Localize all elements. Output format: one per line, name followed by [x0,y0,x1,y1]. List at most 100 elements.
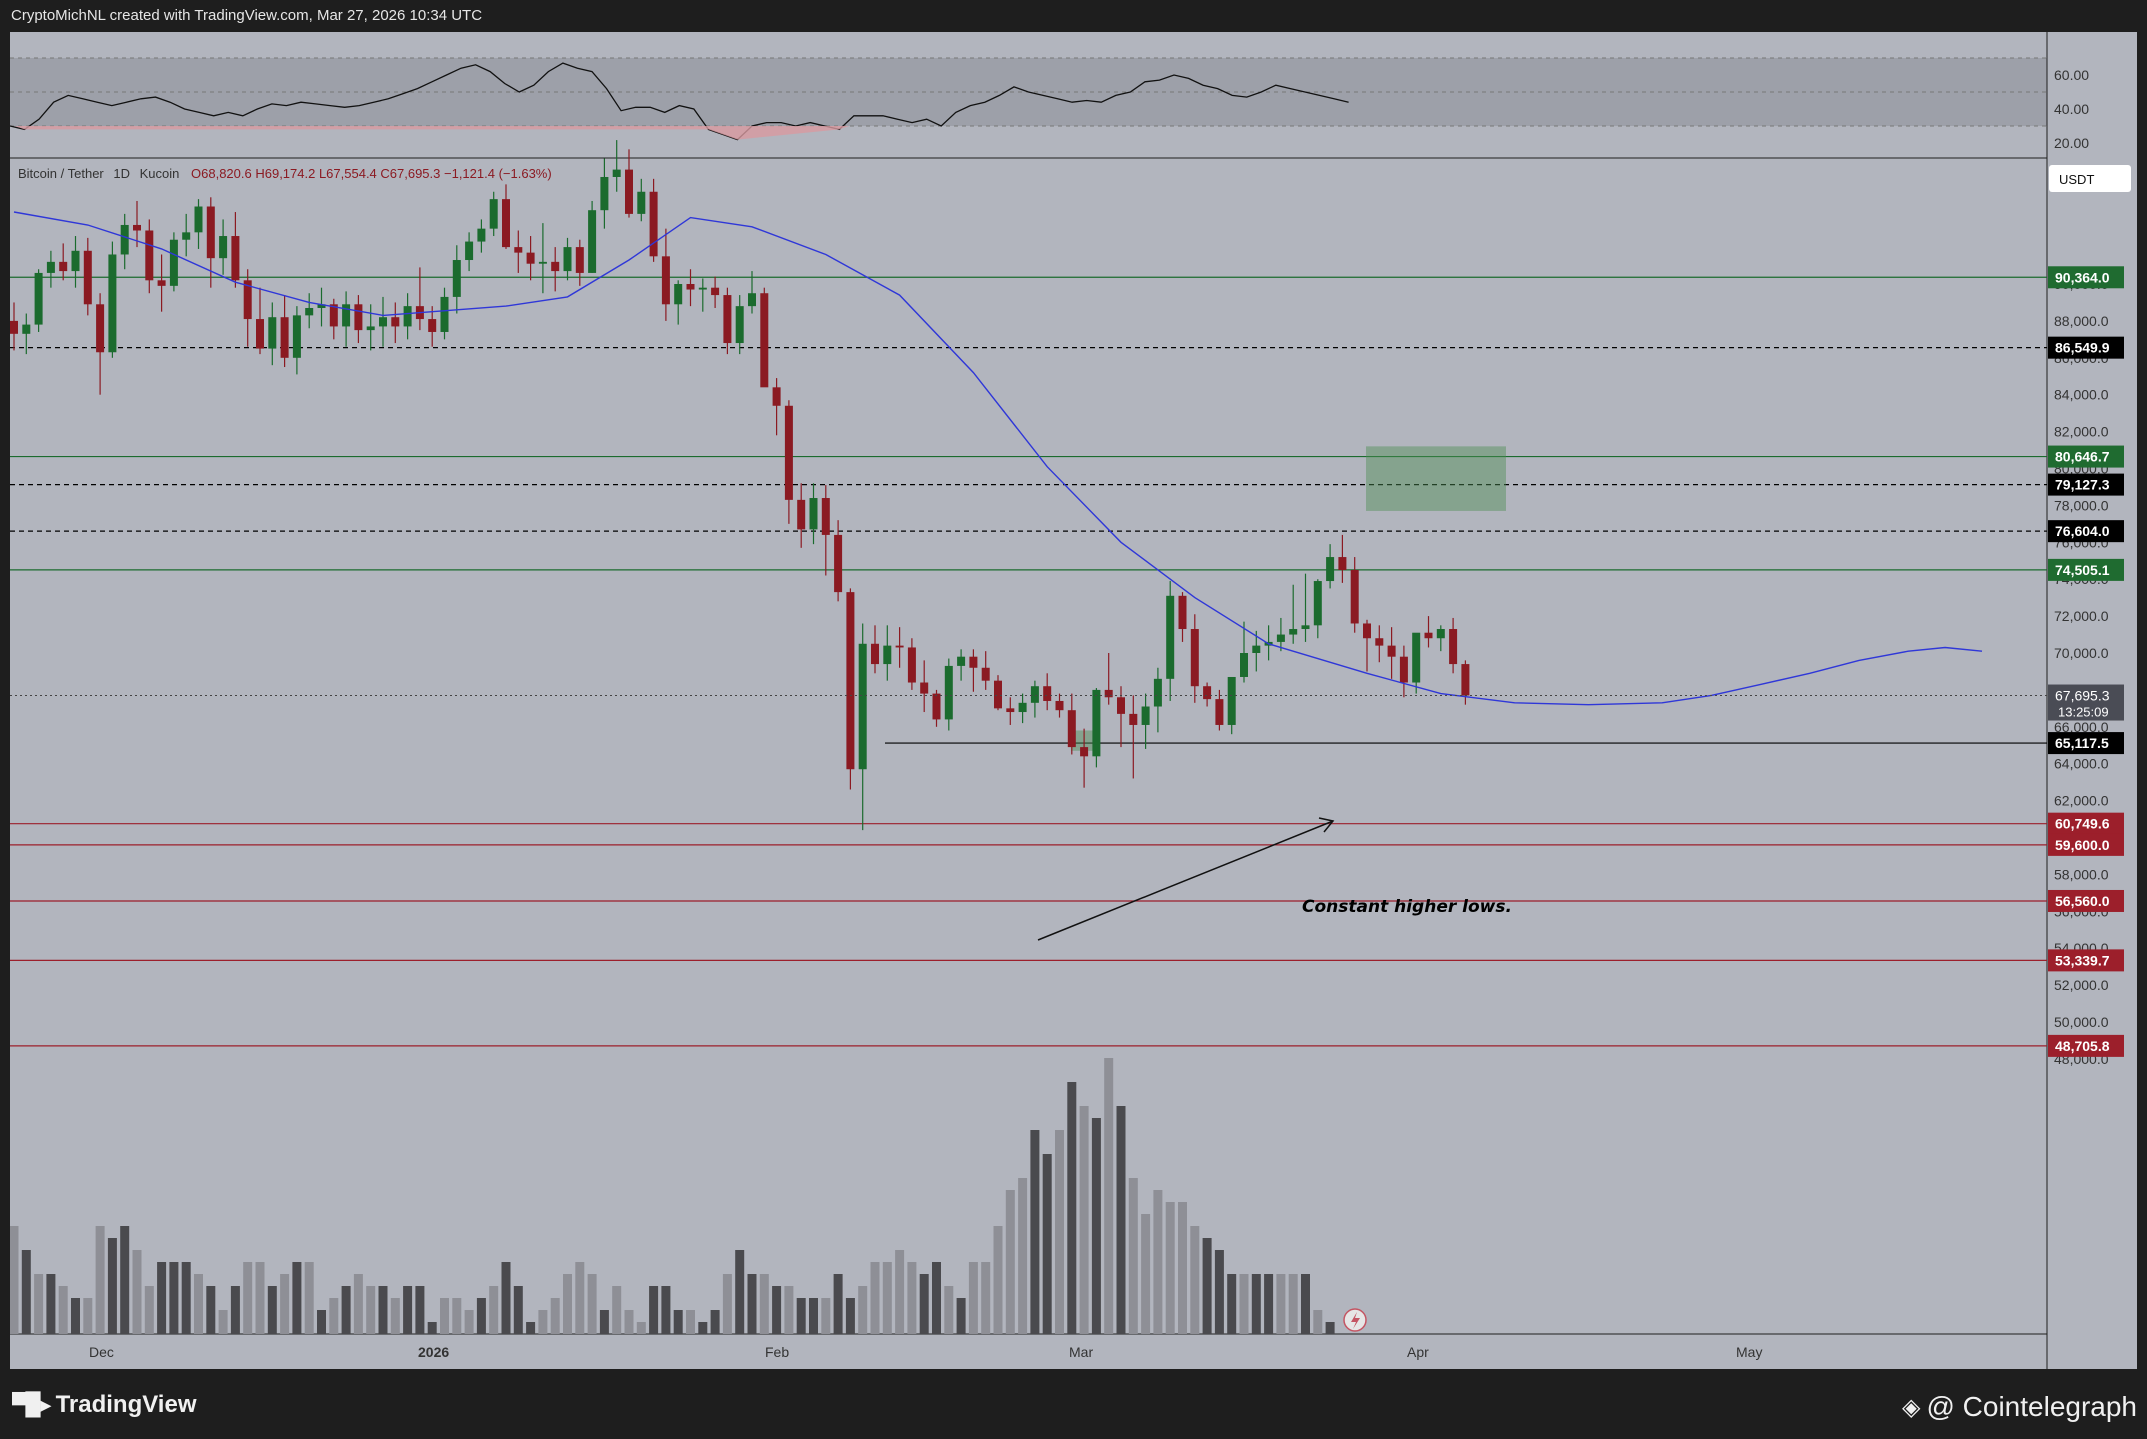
volume-bar-48 [599,1310,609,1334]
candle-body-74 [920,682,929,694]
candle-body-16 [206,206,215,259]
volume-bar-13 [169,1262,179,1334]
volume-bar-105 [1301,1274,1310,1334]
candle-body-32 [403,306,412,327]
volume-bar-80 [993,1226,1003,1334]
volume-bar-62 [772,1286,782,1334]
candle-body-72 [895,645,904,648]
candle-body-50 [625,169,633,214]
candle-body-77 [957,656,966,666]
candle-body-23 [292,315,301,358]
candle-body-8 [108,254,117,353]
volume-bar-11 [144,1286,154,1334]
volume-bar-40 [501,1262,511,1334]
level-label-1: 86,549.9 [2055,340,2110,356]
volume-bar-42 [526,1322,536,1334]
volume-bar-94 [1165,1202,1175,1334]
tradingview-logo[interactable]: ▀▉▸ TradingView [12,1391,197,1419]
volume-bar-85 [1055,1130,1064,1334]
level-label-bg-6 [2048,732,2124,755]
last-price-label-bg [2048,684,2124,721]
candle-body-0 [10,320,18,334]
candle-body-94 [1166,595,1175,679]
candle-body-7 [96,304,105,353]
volume-bar-16 [206,1286,216,1334]
level-label-bg-9 [2048,889,2124,912]
candle-body-6 [83,250,92,305]
volume-bar-46 [575,1262,585,1334]
volume-bar-43 [538,1310,548,1334]
volume-bar-70 [870,1262,880,1334]
candle-body-115 [1424,632,1433,639]
candle-body-10 [133,224,141,231]
level-label-bg-5 [2048,558,2124,581]
time-axis: Dec 2026 Feb Mar Apr May [89,1344,1762,1360]
volume-bar-30 [378,1286,388,1334]
candle-body-54 [674,284,683,305]
volume-bar-82 [1018,1178,1028,1334]
volume-bar-18 [230,1286,240,1334]
volume-bar-32 [403,1286,413,1334]
candle-body-28 [354,304,363,331]
currency-button[interactable]: USDT [2049,165,2131,192]
cointelegraph-text: @ Cointelegraph [1926,1391,2137,1422]
countdown-label: 13:25:09 [2058,705,2109,720]
time-tick-2: Feb [765,1344,789,1360]
volume-bar-73 [907,1262,917,1334]
candle-body-108 [1338,557,1347,570]
volume-bar-44 [550,1298,560,1334]
volume-bar-65 [809,1298,818,1334]
volume-bar-69 [858,1286,868,1334]
volume-bar-38 [476,1298,486,1334]
volume-bar-99 [1227,1274,1237,1334]
candle-body-93 [1153,678,1162,707]
volume-bar-104 [1288,1274,1298,1334]
chart-frame[interactable]: 60.00 40.00 20.00 48,000.0 50,000.0 52,000.0… [10,32,2137,1369]
attribution-text: CryptoMichNL created with TradingView.co… [11,7,483,24]
volume-bar-87 [1079,1106,1089,1334]
level-label-9: 56,560.0 [2055,893,2110,909]
level-label-bg-11 [2048,1034,2124,1057]
volume-bar-98 [1214,1250,1224,1334]
candle-body-112 [1387,645,1396,657]
currency-label[interactable]: USDT [2059,172,2094,187]
candle-body-30 [379,317,387,327]
volume-bar-92 [1141,1214,1151,1334]
level-label-7: 60,749.6 [2055,816,2110,832]
level-label-bg-0 [2048,266,2124,289]
volume-bar-58 [722,1274,732,1334]
candle-body-95 [1178,595,1187,630]
volume-bar-67 [833,1274,843,1334]
volume-bar-74 [919,1274,929,1334]
candle-body-89 [1104,689,1113,698]
volume-bar-71 [882,1262,892,1334]
candle-body-63 [784,405,793,500]
volume-bar-35 [440,1298,449,1334]
candle-body-68 [846,592,855,770]
price-axis: 48,000.050,000.052,000.054,000.056,000.0… [2054,276,2109,1067]
candle-body-46 [575,247,584,273]
candle-body-98 [1215,699,1224,725]
candle-body-47 [588,210,597,273]
candle-body-73 [907,647,916,683]
candle-body-100 [1240,653,1248,677]
volume-bar-63 [784,1286,794,1334]
level-label-bg-7 [2048,812,2124,835]
volume-bar-9 [120,1226,130,1334]
tradingview-text: TradingView [55,1391,197,1418]
candle-body-90 [1117,697,1125,714]
volume-bar-23 [292,1262,302,1334]
volume-bar-25 [317,1310,326,1334]
alert-icon[interactable] [1343,1308,1367,1332]
volume-bar-4 [58,1286,68,1334]
candle-body-118 [1461,664,1470,696]
candle-body-35 [440,296,449,332]
candle-body-55 [686,284,695,290]
volume-bar-7 [95,1226,105,1334]
candle-body-17 [219,236,228,259]
candle-body-9 [120,224,129,255]
volume-bar-77 [956,1298,966,1334]
candle-body-36 [452,260,461,297]
candle-body-85 [1055,700,1064,711]
